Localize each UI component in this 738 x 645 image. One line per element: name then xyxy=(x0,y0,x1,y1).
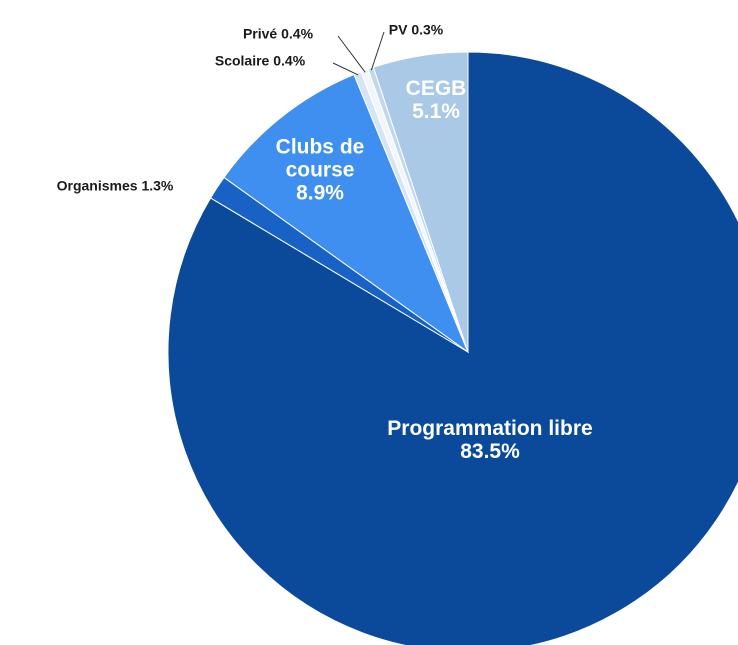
slice-value: 8.9% xyxy=(296,181,344,205)
slice-value: 1.3% xyxy=(141,177,174,194)
leader-line xyxy=(370,31,385,71)
slice-name: CEGB xyxy=(405,76,467,100)
slice-name: Scolaire xyxy=(214,52,270,69)
slice-label: Programmation libre 83.5% xyxy=(360,417,620,463)
slice-name: Clubs de course xyxy=(275,135,365,182)
slice-label: Scolaire 0.4% xyxy=(215,53,305,68)
slice-value: 0.3% xyxy=(411,21,444,38)
slice-label: PV 0.3% xyxy=(389,22,444,37)
leader-line xyxy=(337,35,366,73)
pie-slice xyxy=(167,51,738,645)
slice-value: 5.1% xyxy=(412,100,460,123)
slice-name: Programmation libre xyxy=(387,416,593,440)
slice-name: Organismes xyxy=(56,177,138,194)
slice-name: PV xyxy=(388,21,408,38)
pie-slice xyxy=(372,51,469,353)
slice-label: Privé 0.4% xyxy=(243,26,313,41)
slice-label: Clubs de course 8.9% xyxy=(270,135,370,204)
slice-value: 0.4% xyxy=(273,52,306,69)
slice-label: CEGB 5.1% xyxy=(396,77,476,123)
slice-name: Privé xyxy=(242,25,278,42)
slice-value: 83.5% xyxy=(460,440,520,463)
leader-line xyxy=(332,62,359,76)
slice-label: Organismes 1.3% xyxy=(57,178,174,193)
pie-slice xyxy=(223,73,470,354)
slice-value: 0.4% xyxy=(281,25,314,42)
